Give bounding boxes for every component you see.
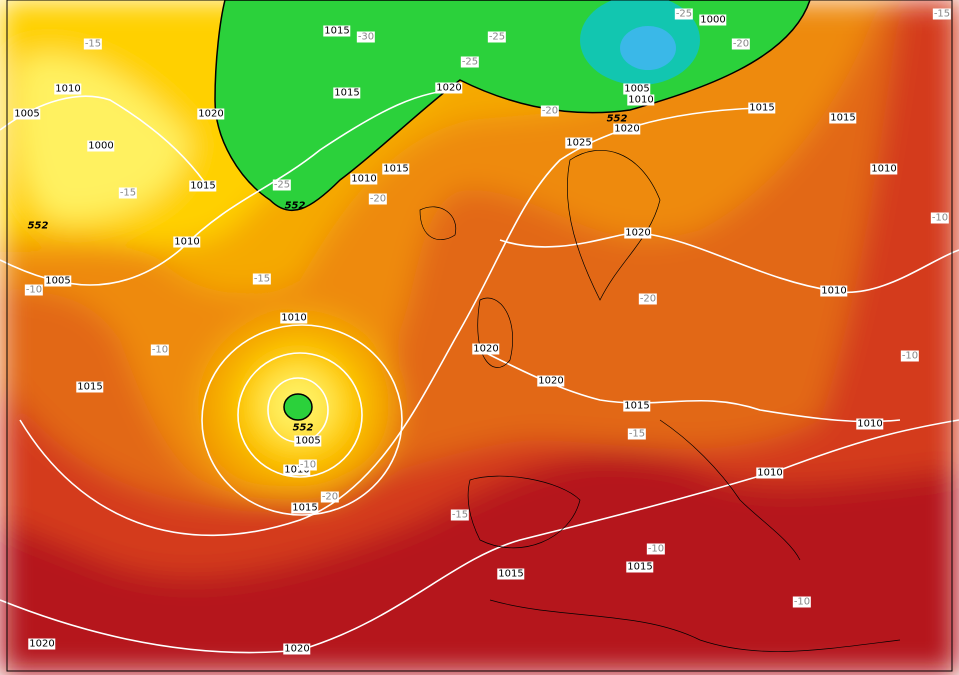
isobar-label: 1010 (820, 285, 848, 297)
temperature-label: -15 (932, 8, 952, 20)
isobar-label: 1000 (699, 14, 727, 26)
temperature-label: -30 (356, 31, 376, 43)
isobar-label: 1015 (333, 87, 361, 99)
map-frame (6, 0, 953, 672)
isobar-label: 1010 (627, 94, 655, 106)
isobar-label: 1015 (623, 400, 651, 412)
temperature-label: -10 (646, 543, 666, 555)
temperature-label: -10 (24, 284, 44, 296)
temperature-label: -15 (252, 273, 272, 285)
isobar-label: 1020 (613, 123, 641, 135)
temperature-label: -15 (627, 428, 647, 440)
isobar-label: 1015 (291, 502, 319, 514)
temperature-label: -25 (487, 31, 507, 43)
isobar-label: 1015 (76, 381, 104, 393)
isobar-label: 1005 (294, 435, 322, 447)
temperature-label: -10 (930, 212, 950, 224)
isobar-label: 1020 (435, 82, 463, 94)
temperature-label: -25 (272, 179, 292, 191)
temperature-label: -20 (731, 38, 751, 50)
isobar-label: 1020 (624, 227, 652, 239)
temperature-label: -20 (540, 105, 560, 117)
isobar-label: 1015 (748, 102, 776, 114)
isobar-label: 1015 (626, 561, 654, 573)
isobars (0, 89, 959, 654)
temperature-label: -10 (150, 344, 170, 356)
isobar-label: 1010 (283, 464, 311, 476)
isobar-label: 1020 (537, 375, 565, 387)
cold-core-inner (620, 26, 676, 70)
temperature-label: -25 (460, 56, 480, 68)
temperature-label: -15 (450, 509, 470, 521)
isobar-label: 1015 (497, 568, 525, 580)
temperature-label: -10 (900, 350, 920, 362)
temperature-label: -15 (118, 187, 138, 199)
isobar-label: 1020 (28, 638, 56, 650)
isobar-label: 1020 (472, 343, 500, 355)
temperature-label: -15 (83, 38, 103, 50)
low-core (283, 393, 313, 421)
temperature-label: -10 (298, 459, 318, 471)
isobar-label: 1010 (173, 236, 201, 248)
isobar-label: 1015 (189, 180, 217, 192)
temperature-label: -20 (368, 193, 388, 205)
thickness-label: 552 (284, 200, 306, 212)
isobar-label: 1010 (756, 467, 784, 479)
isobar-label: 1010 (54, 83, 82, 95)
isobar-label: 1015 (323, 25, 351, 37)
temperature-label: -20 (320, 491, 340, 503)
thickness-label: 552 (27, 220, 49, 232)
isobar-label: 1010 (856, 418, 884, 430)
isobar-label: 1005 (13, 108, 41, 120)
isobar-label: 1010 (350, 173, 378, 185)
temperature-label: -10 (792, 596, 812, 608)
temperature-label: -25 (674, 8, 694, 20)
isobar-label: 1000 (87, 140, 115, 152)
thickness-label: 552 (292, 422, 314, 434)
isobar-label: 1005 (44, 275, 72, 287)
isobar-label: 1010 (280, 312, 308, 324)
isobar-label: 1015 (382, 163, 410, 175)
isobar-label: 1010 (870, 163, 898, 175)
isobar-label: 1025 (565, 137, 593, 149)
isobar-label: 1015 (829, 112, 857, 124)
isobar-label: 1020 (283, 643, 311, 655)
coastlines (419, 150, 901, 652)
thickness-label: 552 (606, 113, 628, 125)
isobar-label: 1005 (623, 83, 651, 95)
isobar-label: 1020 (197, 108, 225, 120)
temperature-label: -20 (638, 293, 658, 305)
